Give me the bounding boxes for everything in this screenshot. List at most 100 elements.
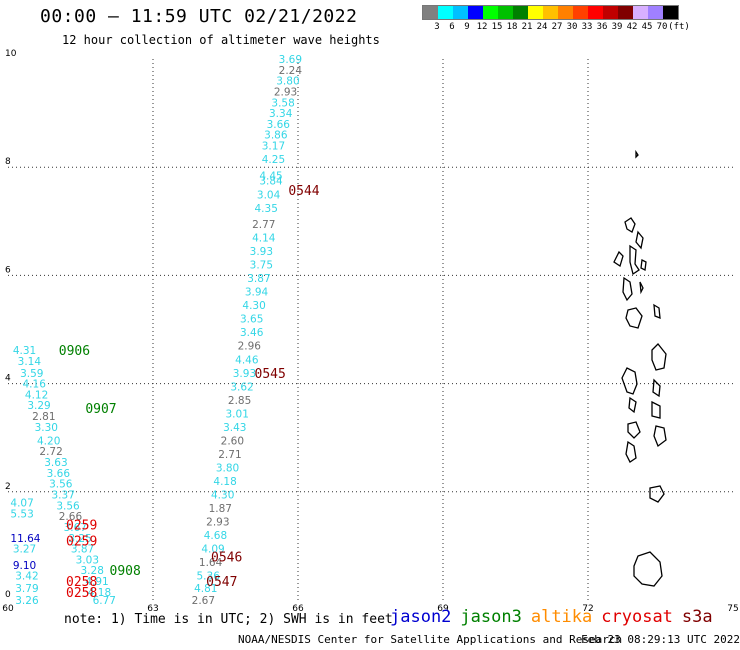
wave-height-value: 4.30: [211, 490, 234, 502]
wave-height-value: 3.42: [15, 571, 38, 583]
units-note: note: 1) Time is in UTC; 2) SWH is in fe…: [64, 612, 393, 627]
pass-time-label: 0547: [206, 575, 237, 590]
color-scale-label: 18: [506, 22, 518, 32]
wave-height-value: 3.27: [13, 544, 36, 556]
color-scale-label: 24: [536, 22, 548, 32]
color-scale-label: 45: [641, 22, 653, 32]
color-swatch: [603, 6, 618, 19]
color-scale-legend: 3 6 9 12 15 18 21 24 27 30 33 36 39 42 45 70 (ft): [422, 5, 690, 32]
satellite-legend-cryosat: cryosat: [601, 607, 673, 627]
wave-height-value: 3.87: [247, 273, 270, 285]
island-outline: [653, 303, 661, 320]
wave-height-value: 3.34: [269, 108, 293, 120]
wave-height-value: 4.35: [255, 203, 278, 215]
color-swatch: [528, 6, 543, 19]
wave-height-value: 2.60: [221, 435, 244, 447]
wave-height-value: 2.67: [192, 595, 215, 607]
wave-height-value: 4.09: [201, 544, 224, 556]
wave-height-value: 2.81: [32, 411, 55, 423]
wave-height-value: 4.07: [10, 498, 33, 510]
color-swatch: [663, 6, 678, 19]
wave-height-value: 2.66: [59, 511, 83, 523]
wave-height-observations: 3.692.243.802.933.583.343.663.863.174.25…: [10, 54, 302, 607]
color-swatch: [468, 6, 483, 19]
color-scale-label: 30: [566, 22, 578, 32]
island-outline: [651, 343, 667, 371]
color-scale-swatches: [422, 5, 679, 20]
map-subtitle: 12 hour collection of altimeter wave hei…: [62, 33, 380, 47]
y-tick-label: 10: [5, 49, 17, 59]
wave-height-value: 2.24: [279, 65, 303, 77]
island-outline: [622, 276, 633, 302]
color-scale-labels: 3 6 9 12 15 18 21 24 27 30 33 36 39 42 45 70 (ft): [422, 20, 690, 32]
pass-time-label: 0545: [255, 367, 286, 382]
pass-time-label: 0544: [288, 184, 319, 199]
y-tick-label: 8: [5, 157, 11, 167]
color-scale-label: 33: [581, 22, 593, 32]
island-outline: [651, 400, 661, 419]
wave-height-value: 2.85: [228, 395, 251, 407]
color-swatch: [498, 6, 513, 19]
wave-height-value: 3.04: [257, 189, 281, 201]
island-outline: [613, 250, 624, 268]
wave-height-value: 2.77: [252, 219, 275, 231]
color-scale-label: 42: [626, 22, 638, 32]
wave-height-value: 3.25: [68, 533, 91, 545]
color-swatch: [648, 6, 663, 19]
wave-height-value: 3.93: [233, 368, 256, 380]
wave-height-value: 3.59: [20, 368, 43, 380]
wave-height-value: 4.31: [13, 345, 36, 357]
x-tick-label: 66: [292, 604, 304, 614]
wave-height-value: 3.46: [240, 327, 264, 339]
color-swatch: [588, 6, 603, 19]
pass-time-label: 0907: [85, 402, 116, 417]
wave-height-value: 4.18: [213, 476, 236, 488]
wave-height-value: 3.56: [49, 479, 73, 491]
y-tick-label: 2: [5, 482, 11, 492]
wave-height-value: 3.93: [250, 246, 273, 258]
wave-height-value: 3.69: [279, 54, 302, 66]
pass-time-label: 0259: [66, 518, 97, 533]
color-swatch: [543, 6, 558, 19]
x-tick-label: 75: [727, 604, 738, 614]
wave-height-value: 2.96: [238, 341, 262, 353]
wave-height-value: 3.75: [250, 260, 273, 272]
island-outline: [621, 367, 638, 395]
wave-height-value: 3.30: [35, 422, 58, 434]
color-scale-label: (ft): [668, 22, 690, 32]
color-swatch: [513, 6, 528, 19]
wave-height-value: 3.66: [267, 119, 291, 131]
color-scale-label: 6: [449, 22, 455, 32]
wave-height-value: 4.91: [85, 576, 108, 588]
color-scale-label: 15: [491, 22, 503, 32]
wave-height-value: 4.30: [242, 300, 265, 312]
x-tick-label: 69: [437, 604, 449, 614]
wave-height-value: 4.12: [25, 389, 48, 401]
color-scale-label: 3: [434, 22, 440, 32]
wave-height-value: 3.66: [47, 468, 71, 480]
island-outline: [635, 149, 639, 159]
wave-height-value: 3.63: [44, 457, 67, 469]
wave-height-value: 4.68: [204, 530, 227, 542]
color-swatch: [573, 6, 588, 19]
island-outline: [633, 551, 663, 587]
pass-time-label: 0259: [66, 534, 97, 549]
y-tick-label: 0: [5, 590, 11, 600]
satellite-legend: jason2 jason3 altika cryosat s3a: [390, 607, 722, 627]
wave-height-value: 3.67: [64, 522, 87, 534]
pass-time-label: 0258: [66, 586, 97, 601]
wave-height-value: 6.77: [93, 595, 116, 607]
wave-height-value: 3.58: [271, 97, 294, 109]
color-swatch: [438, 6, 453, 19]
wave-height-value: 4.81: [194, 583, 217, 595]
island-outline: [625, 440, 637, 463]
wave-height-value: 1.87: [209, 503, 232, 515]
pass-time-label: 0546: [211, 551, 242, 566]
wave-height-value: 3.84: [259, 176, 283, 188]
wave-height-value: 3.79: [15, 583, 38, 595]
pass-time-label: 0908: [110, 564, 141, 579]
color-scale-label: 36: [596, 22, 608, 32]
x-tick-label: 60: [2, 604, 14, 614]
wave-height-value: 3.62: [230, 381, 253, 393]
